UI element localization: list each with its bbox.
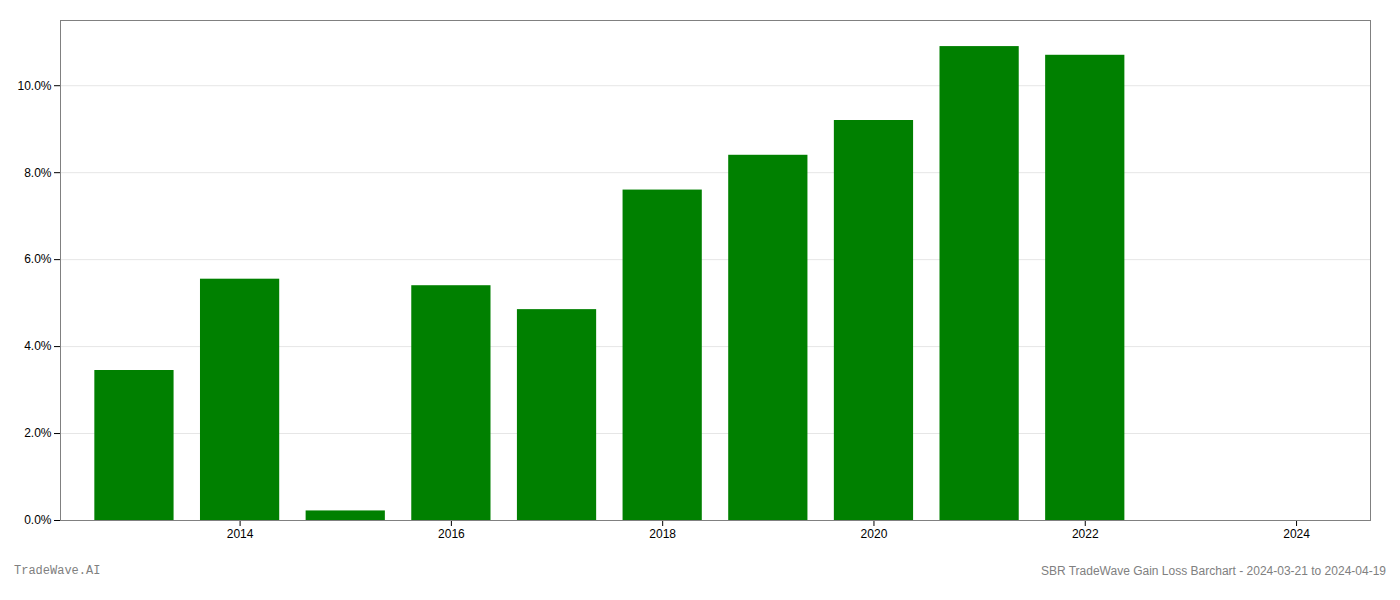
svg-text:2.0%: 2.0% [24, 426, 52, 440]
svg-text:4.0%: 4.0% [24, 339, 52, 353]
svg-text:8.0%: 8.0% [24, 166, 52, 180]
svg-text:6.0%: 6.0% [24, 252, 52, 266]
svg-text:2014: 2014 [227, 527, 254, 541]
svg-text:10.0%: 10.0% [17, 79, 51, 93]
html-text:TradeWave.AI: TradeWave.AI [14, 564, 101, 578]
svg-text:0.0%: 0.0% [24, 513, 52, 527]
svg-text:2022: 2022 [1072, 527, 1099, 541]
html-text:SBR TradeWave Gain Loss Barcha: SBR TradeWave Gain Loss Barchart - 2024-… [1040, 564, 1386, 578]
svg-text:2020: 2020 [861, 527, 888, 541]
svg-text:2024: 2024 [1283, 527, 1310, 541]
svg-text:2016: 2016 [438, 527, 465, 541]
svg-text:2018: 2018 [649, 527, 676, 541]
